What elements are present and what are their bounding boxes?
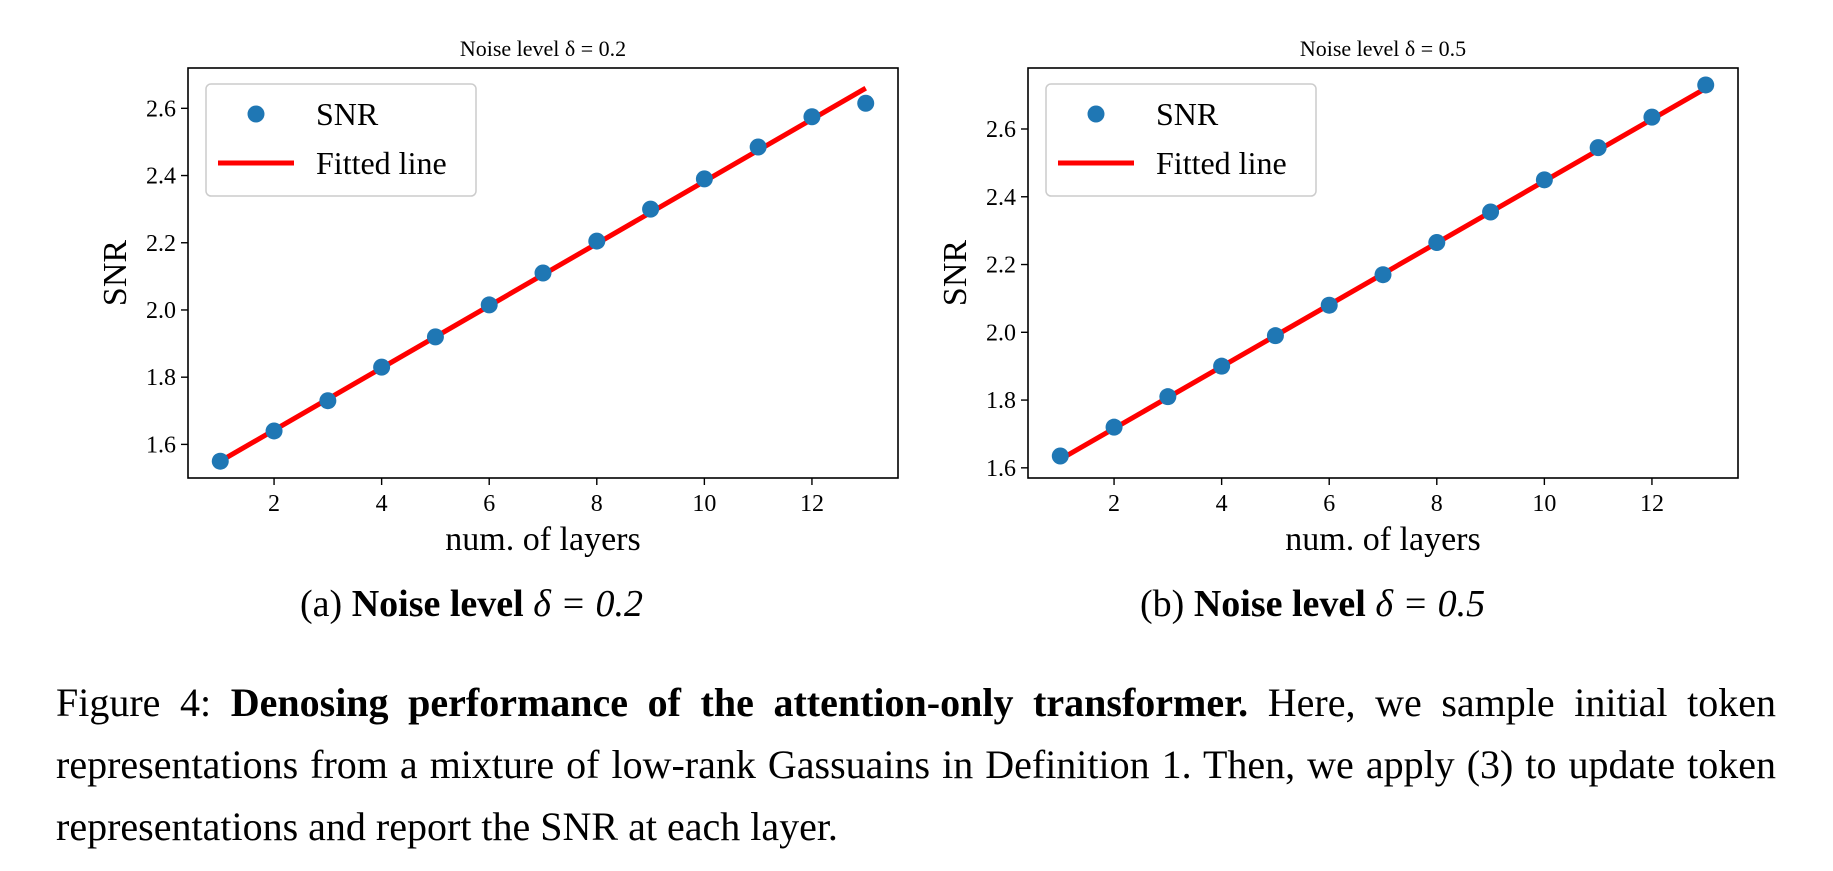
snr-point bbox=[1535, 171, 1553, 189]
x-tick-label: 8 bbox=[591, 491, 603, 517]
chart-b: Noise level δ = 0.5 2 4 6 8 10 12 1.6 1.8 2.0 2.2 2… bbox=[937, 36, 1739, 558]
x-tick-label: 10 bbox=[692, 491, 716, 517]
y-tick-label: 1.6 bbox=[146, 432, 176, 458]
y-tick-label: 2.0 bbox=[986, 320, 1016, 346]
snr-point bbox=[319, 392, 337, 410]
legend: SNR Fitted line bbox=[1045, 83, 1317, 197]
snr-point bbox=[1213, 357, 1231, 375]
subcaption-a: (a) Noise level δ = 0.2 bbox=[300, 582, 643, 626]
legend-snr-marker bbox=[247, 105, 265, 123]
subcaption-a-tag: (a) bbox=[300, 583, 343, 625]
figure-caption-bold: Denosing performance of the attention-on… bbox=[230, 680, 1249, 725]
legend-snr-marker bbox=[1087, 105, 1105, 123]
legend-snr-label: SNR bbox=[316, 96, 379, 132]
y-tick-label: 2.6 bbox=[986, 117, 1016, 143]
y-tick-label: 1.6 bbox=[986, 456, 1016, 482]
x-tick-label: 4 bbox=[1216, 491, 1228, 517]
legend: SNR Fitted line bbox=[205, 83, 477, 197]
snr-point bbox=[426, 328, 444, 346]
snr-point bbox=[1159, 388, 1177, 406]
x-axis-label: num. of layers bbox=[1285, 521, 1480, 558]
x-tick-label: 2 bbox=[268, 491, 280, 517]
legend-fitted-line-label: Fitted line bbox=[316, 145, 447, 181]
snr-point bbox=[1697, 76, 1715, 94]
snr-point bbox=[588, 232, 606, 250]
chart-title: Noise level δ = 0.2 bbox=[460, 36, 626, 61]
figure-caption: Figure 4: Denosing performance of the at… bbox=[56, 672, 1776, 858]
y-tick-label: 2.4 bbox=[986, 185, 1016, 211]
snr-point bbox=[1051, 447, 1069, 465]
snr-point bbox=[749, 138, 767, 156]
chart-a: Noise level δ = 0.2 2 4 6 8 10 12 1.6 1.8 2.0 2.2 2… bbox=[97, 36, 899, 558]
x-tick-label: 8 bbox=[1431, 491, 1443, 517]
snr-point bbox=[211, 452, 229, 470]
x-tick-label: 2 bbox=[1108, 491, 1120, 517]
y-tick-label: 1.8 bbox=[986, 388, 1016, 414]
snr-point bbox=[534, 264, 552, 282]
x-tick-label: 4 bbox=[376, 491, 388, 517]
snr-point bbox=[480, 296, 498, 314]
snr-point bbox=[1266, 327, 1284, 345]
snr-point bbox=[373, 358, 391, 376]
snr-point bbox=[695, 170, 713, 188]
y-tick-label: 2.2 bbox=[146, 231, 176, 257]
snr-point bbox=[1589, 139, 1607, 157]
figure-caption-text: Here, we sample initial token representa… bbox=[56, 680, 1776, 849]
subcaption-b-tag: (b) bbox=[1140, 583, 1185, 625]
snr-point bbox=[1428, 234, 1446, 252]
snr-point bbox=[265, 422, 283, 440]
x-axis-label: num. of layers bbox=[445, 521, 640, 558]
snr-point bbox=[1643, 108, 1661, 126]
snr-point bbox=[1374, 266, 1392, 284]
x-tick-label: 12 bbox=[1640, 491, 1664, 517]
figure-caption-label: Figure 4: bbox=[56, 680, 212, 725]
subcaption-a-bold: Noise level bbox=[351, 583, 524, 625]
legend-fitted-line-label: Fitted line bbox=[1156, 145, 1287, 181]
legend-box bbox=[205, 83, 477, 197]
snr-point bbox=[1320, 296, 1338, 314]
snr-point bbox=[803, 108, 821, 126]
snr-point bbox=[1482, 203, 1500, 221]
snr-point bbox=[1105, 418, 1123, 436]
snr-point bbox=[642, 200, 660, 218]
y-tick-label: 2.4 bbox=[146, 164, 176, 190]
legend-snr-label: SNR bbox=[1156, 96, 1219, 132]
chart-title: Noise level δ = 0.5 bbox=[1300, 36, 1466, 61]
subcaption-b-math: δ = 0.5 bbox=[1375, 583, 1486, 625]
y-tick-label: 2.2 bbox=[986, 253, 1016, 279]
y-axis-label: SNR bbox=[97, 240, 134, 306]
y-axis-label: SNR bbox=[937, 240, 974, 306]
subcaption-a-math: δ = 0.2 bbox=[533, 583, 644, 625]
subcaption-b-bold: Noise level bbox=[1193, 583, 1366, 625]
subcaption-b: (b) Noise level δ = 0.5 bbox=[1140, 582, 1485, 626]
y-tick-label: 2.6 bbox=[146, 96, 176, 122]
x-tick-label: 6 bbox=[483, 491, 495, 517]
x-tick-label: 10 bbox=[1532, 491, 1556, 517]
y-tick-label: 1.8 bbox=[146, 365, 176, 391]
snr-point bbox=[857, 94, 875, 112]
legend-box bbox=[1045, 83, 1317, 197]
x-tick-label: 6 bbox=[1323, 491, 1335, 517]
y-tick-label: 2.0 bbox=[146, 298, 176, 324]
x-tick-label: 12 bbox=[800, 491, 824, 517]
